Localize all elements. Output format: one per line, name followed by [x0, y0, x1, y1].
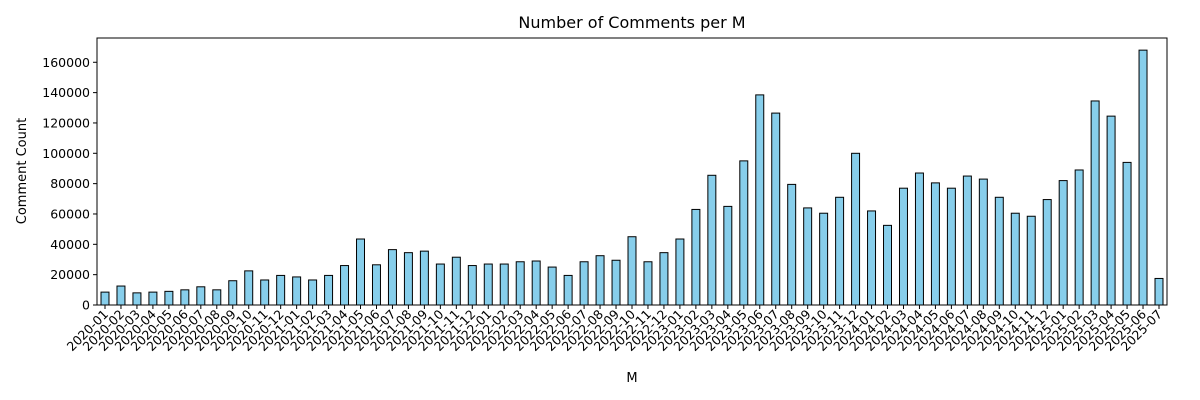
bar-2023-11: [835, 196, 845, 306]
bar-2021-06: [371, 264, 381, 306]
bar-2025-07: [1154, 277, 1164, 306]
bar-2021-07: [387, 249, 397, 306]
y-tick-label: 100000: [42, 146, 90, 161]
bar-2022-02: [499, 263, 509, 306]
bar-2020-11: [260, 279, 270, 306]
bar-2022-05: [547, 266, 557, 306]
bar-2024-01: [867, 210, 877, 306]
bar-2022-04: [531, 260, 541, 306]
bar-2024-10: [1010, 212, 1020, 306]
bar-2022-09: [611, 259, 621, 306]
bar-2023-07: [771, 112, 781, 306]
bar-2023-12: [851, 152, 861, 306]
bar-2020-08: [212, 289, 222, 306]
bar-2022-08: [595, 255, 605, 306]
bar-2023-06: [755, 94, 765, 306]
bar-2021-10: [435, 263, 445, 306]
bar-2025-02: [1074, 169, 1084, 306]
bar-2023-01: [675, 238, 685, 306]
bar-2020-02: [116, 285, 126, 306]
bar-2021-03: [324, 274, 334, 306]
bar-2022-12: [659, 252, 669, 306]
y-tick-label: 20000: [50, 267, 90, 282]
bar-2024-11: [1026, 215, 1036, 306]
bar-2022-07: [579, 261, 589, 306]
bar-2024-12: [1042, 199, 1052, 306]
bar-2020-12: [276, 274, 286, 306]
bar-2024-08: [978, 178, 988, 306]
bar-2021-01: [292, 276, 302, 306]
bar-2020-05: [164, 290, 174, 306]
bar-2023-10: [819, 212, 829, 306]
bar-2024-07: [962, 175, 972, 306]
bar-2022-11: [643, 261, 653, 306]
y-tick-label: 80000: [50, 176, 90, 191]
bar-2021-11: [451, 256, 461, 306]
y-tick-label: 140000: [42, 85, 90, 100]
bar-2022-03: [515, 261, 525, 306]
bar-2020-03: [132, 292, 142, 306]
bar-2024-06: [946, 187, 956, 306]
plot-area: [100, 49, 1164, 306]
bar-2025-06: [1138, 49, 1148, 306]
bar-2024-03: [898, 187, 908, 306]
bar-2020-01: [100, 291, 110, 306]
bar-2024-09: [994, 196, 1004, 306]
x-axis-label: M: [626, 371, 637, 386]
bar-2024-04: [914, 172, 924, 306]
bar-2020-04: [148, 291, 158, 306]
bar-2024-02: [883, 224, 893, 306]
y-tick-label: 160000: [42, 55, 90, 70]
bar-2020-06: [180, 289, 190, 306]
bar-2021-12: [467, 265, 477, 306]
y-tick-label: 40000: [50, 237, 90, 252]
y-tick-label: 60000: [50, 206, 90, 221]
bar-2023-02: [691, 208, 701, 306]
y-axis-label: Comment Count: [15, 118, 30, 224]
bar-2021-08: [403, 252, 413, 306]
bar-2023-09: [803, 207, 813, 306]
bar-2025-04: [1106, 115, 1116, 306]
bar-2020-07: [196, 286, 206, 306]
bar-2023-03: [707, 174, 717, 306]
bar-2023-05: [739, 160, 749, 306]
bar-2020-10: [244, 270, 254, 306]
bar-2021-02: [308, 279, 318, 306]
bar-2021-04: [340, 265, 350, 306]
bar-2023-08: [787, 183, 797, 306]
y-tick-label: 120000: [42, 115, 90, 130]
bar-2025-03: [1090, 100, 1100, 306]
bar-2022-06: [563, 274, 573, 306]
bar-2021-05: [356, 238, 365, 306]
y-tick-label: 0: [82, 298, 90, 313]
bar-2023-04: [723, 205, 733, 306]
bar-2025-01: [1058, 180, 1068, 306]
bar-2022-01: [483, 263, 493, 306]
chart-title: Number of Comments per M: [518, 13, 745, 32]
bar-2020-09: [228, 280, 238, 306]
bar-2022-10: [627, 236, 637, 306]
bar-2025-05: [1122, 161, 1132, 306]
bar-2021-09: [419, 250, 429, 306]
bar-2024-05: [930, 182, 940, 306]
